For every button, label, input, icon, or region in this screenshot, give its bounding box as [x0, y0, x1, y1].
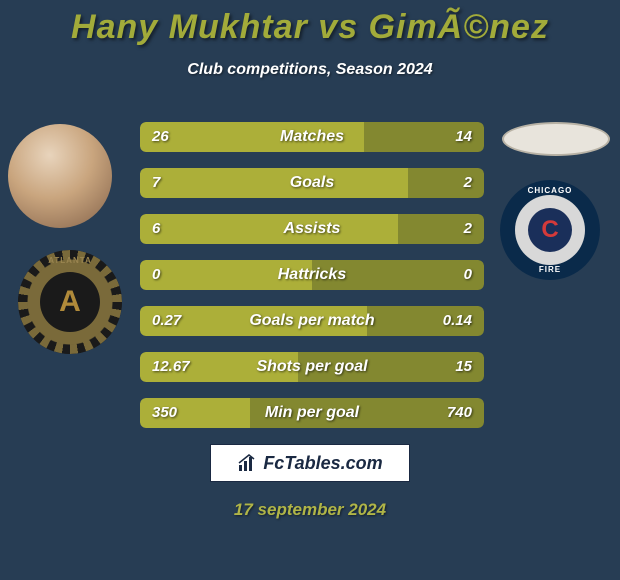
stat-label: Hattricks: [140, 260, 484, 290]
stat-value-right: 2: [464, 214, 472, 244]
stat-row: Min per goal350 740: [140, 398, 484, 428]
date-text: 17 september 2024: [0, 500, 620, 520]
stat-row: Goals7 2: [140, 168, 484, 198]
stat-row: Assists6 2: [140, 214, 484, 244]
comparison-infographic: Hany Mukhtar vs GimÃ©nez Club competitio…: [0, 0, 620, 580]
subtitle: Club competitions, Season 2024: [0, 61, 620, 79]
stat-row: Shots per goal12.67 15: [140, 352, 484, 382]
chart-icon: [237, 453, 257, 473]
badge-bottom-text: FIRE: [500, 265, 600, 274]
stat-value-right: 740: [447, 398, 472, 428]
team-left-badge: A ATLANTA: [18, 250, 122, 354]
stat-label: Goals: [140, 168, 484, 198]
stat-value-right: 15: [455, 352, 472, 382]
page-title: Hany Mukhtar vs GimÃ©nez: [0, 8, 620, 47]
team-right-badge: CHICAGO C FIRE: [500, 180, 600, 280]
stat-row: Goals per match0.27 0.14: [140, 306, 484, 336]
badge-letter: C: [528, 208, 572, 252]
badge-stripes: [18, 250, 122, 354]
stat-label: Shots per goal: [140, 352, 484, 382]
stat-value-left: 26: [152, 122, 169, 152]
stat-value-left: 0: [152, 260, 160, 290]
stat-value-right: 14: [455, 122, 472, 152]
source-logo: FcTables.com: [210, 444, 410, 482]
badge-top-text: CHICAGO: [500, 186, 600, 195]
stat-label: Min per goal: [140, 398, 484, 428]
stat-row: Matches26 14: [140, 122, 484, 152]
stat-value-left: 7: [152, 168, 160, 198]
logo-text: FcTables.com: [263, 453, 382, 474]
stat-label: Assists: [140, 214, 484, 244]
stat-value-left: 0.27: [152, 306, 181, 336]
stat-value-left: 6: [152, 214, 160, 244]
stat-value-right: 0: [464, 260, 472, 290]
badge-inner-ring: C: [515, 195, 585, 265]
stat-row: Hattricks0 0: [140, 260, 484, 290]
stat-value-right: 0.14: [443, 306, 472, 336]
badge-top-text: ATLANTA: [18, 256, 122, 265]
stat-label: Goals per match: [140, 306, 484, 336]
stat-value-left: 12.67: [152, 352, 190, 382]
player-left-avatar: [8, 124, 112, 228]
stat-value-left: 350: [152, 398, 177, 428]
stat-label: Matches: [140, 122, 484, 152]
stats-bars: Matches2614Goals72Assists62Hattricks00Go…: [140, 122, 484, 444]
player-right-placeholder: [502, 122, 610, 156]
stat-value-right: 2: [464, 168, 472, 198]
